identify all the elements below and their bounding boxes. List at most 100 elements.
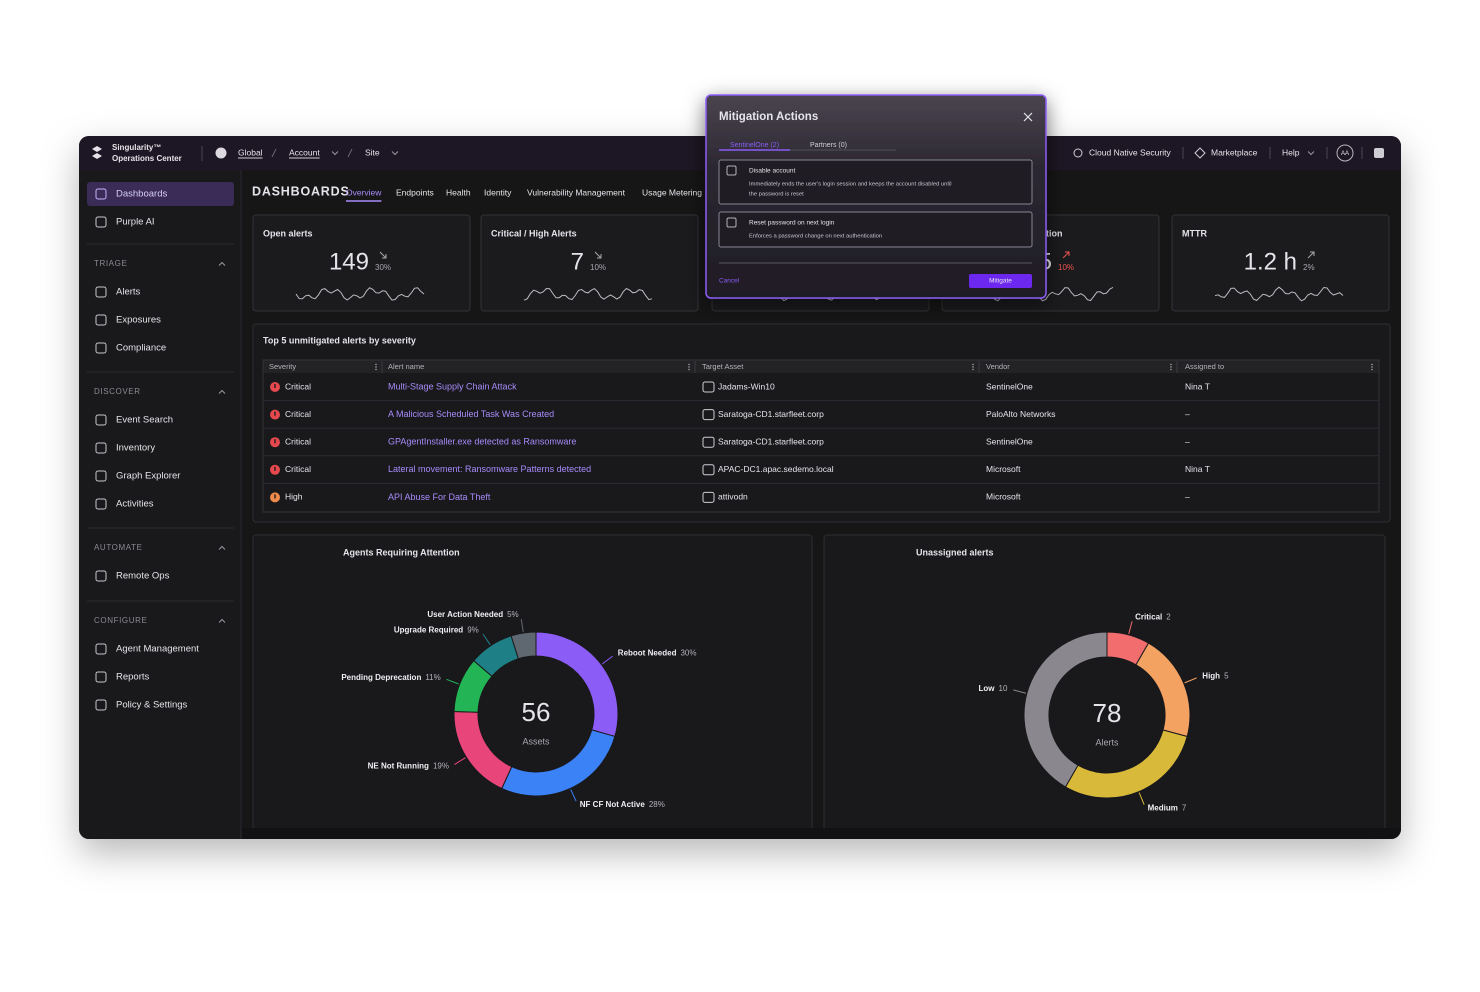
nav-item[interactable]: Reports	[116, 672, 150, 683]
severity-icon-glyph	[274, 466, 276, 471]
column-menu-dot	[972, 363, 974, 366]
segment-label: Medium 7	[1148, 803, 1187, 812]
avatar[interactable]	[1336, 144, 1354, 162]
table-header-bg	[263, 360, 1379, 373]
column-header: Severity	[269, 362, 296, 371]
donut-caption: Assets	[522, 736, 550, 746]
nav-item[interactable]: Event Search	[116, 415, 173, 426]
nav-item[interactable]: Agent Management	[116, 644, 199, 655]
segment-value: 10	[999, 684, 1008, 693]
tab[interactable]: Endpoints	[396, 187, 434, 197]
header-link[interactable]: Marketplace	[1211, 147, 1258, 157]
segment-label: NF CF Not Active 28%	[580, 800, 665, 809]
icon	[95, 570, 107, 582]
leader-line	[570, 789, 577, 802]
nav-item[interactable]: Purple AI	[116, 217, 155, 228]
nav-item[interactable]: Alerts	[116, 287, 141, 298]
kpi-title: MTTR	[1182, 228, 1207, 238]
tab[interactable]: Health	[446, 187, 471, 197]
option-description: Immediately ends the user's login sessio…	[749, 182, 952, 188]
severity: Critical	[285, 409, 311, 419]
chart-title: Unassigned alerts	[916, 547, 994, 557]
nav-item[interactable]: Remote Ops	[116, 571, 170, 582]
mitigate-label[interactable]: Mitigate	[989, 278, 1012, 285]
segment-label: Reboot Needed 30%	[618, 649, 697, 658]
vendor: Microsoft	[986, 464, 1021, 474]
icon	[95, 470, 107, 482]
target-asset: Saratoga-CD1.starfleet.corp	[718, 409, 824, 419]
column-menu-dot	[972, 368, 974, 371]
tab[interactable]: Usage Metering	[642, 187, 702, 197]
header-link[interactable]: Cloud Native Security	[1089, 147, 1171, 157]
alert-link[interactable]: Multi-Stage Supply Chain Attack	[388, 381, 517, 391]
checkbox[interactable]	[726, 217, 737, 228]
breadcrumb[interactable]: Global	[238, 147, 263, 157]
nav-item[interactable]: Activities	[116, 499, 154, 510]
severity: Critical	[285, 381, 311, 391]
chevron-icon	[391, 151, 399, 156]
segment-label: High 5	[1202, 671, 1229, 680]
page-title: DASHBOARDS	[252, 184, 350, 198]
account-icon[interactable]	[1374, 148, 1384, 158]
header-link[interactable]: Help	[1282, 147, 1300, 157]
column-menu-dot	[688, 363, 690, 366]
segment-name: Upgrade Required	[394, 626, 463, 635]
column-header: Vendor	[986, 362, 1010, 371]
segment-name: Critical	[1135, 613, 1162, 622]
alert-link[interactable]: GPAgentInstaller.exe detected as Ransomw…	[388, 437, 576, 447]
nav-item[interactable]: Compliance	[116, 343, 166, 354]
icon	[95, 314, 107, 326]
avatar-initials: AA	[1341, 151, 1349, 157]
segment-label: Upgrade Required 9%	[394, 626, 479, 635]
breadcrumb[interactable]: Account	[289, 147, 320, 157]
tab[interactable]: Identity	[484, 187, 512, 197]
alert-link[interactable]: API Abuse For Data Theft	[388, 492, 491, 502]
cloud-icon	[1073, 148, 1083, 158]
trend-arrow	[379, 251, 387, 259]
sidebar	[79, 170, 241, 839]
kpi-title: Open alerts	[263, 228, 313, 238]
column-menu-dot	[1170, 363, 1172, 366]
tab[interactable]: Overview	[346, 187, 382, 197]
column-header: Alert name	[388, 362, 424, 371]
logo-icon	[92, 146, 102, 159]
segment-name: Medium	[1148, 803, 1178, 812]
severity-icon-glyph	[274, 384, 276, 388]
chevron-icon	[218, 389, 226, 394]
window-bottom	[242, 828, 1401, 839]
brand-name: Singularity™	[112, 143, 161, 152]
nav-item[interactable]: Graph Explorer	[116, 471, 180, 482]
asset-icon	[702, 409, 715, 421]
icon	[95, 498, 107, 510]
column-menu-dot	[1170, 366, 1172, 368]
leader-line	[1138, 792, 1145, 805]
column-menu-dot	[1371, 368, 1373, 371]
nav-item[interactable]: Policy & Settings	[116, 700, 188, 711]
alert-link[interactable]: Lateral movement: Ransomware Patterns de…	[388, 464, 591, 474]
alert-link[interactable]: A Malicious Scheduled Task Was Created	[388, 409, 554, 419]
icon	[95, 643, 107, 655]
nav-item[interactable]: Inventory	[116, 443, 155, 454]
column-menu-dot	[688, 366, 690, 368]
asset-icon	[702, 464, 715, 476]
assignee: Nina T	[1185, 464, 1210, 474]
cancel-button[interactable]: Cancel	[719, 278, 740, 285]
severity-icon-glyph	[274, 411, 276, 416]
assignee: Nina T	[1185, 381, 1210, 391]
nav-item[interactable]: Exposures	[116, 315, 161, 326]
chevron-icon	[331, 151, 339, 156]
checkbox[interactable]	[726, 165, 737, 176]
breadcrumb[interactable]: Site	[365, 147, 380, 157]
modal-tab[interactable]: Partners (0)	[810, 142, 847, 149]
nav-item[interactable]: Dashboards	[116, 189, 167, 200]
panel-title: Top 5 unmitigated alerts by severity	[263, 335, 416, 345]
mitigate-button[interactable]	[969, 274, 1032, 288]
tab[interactable]: Vulnerability Management	[527, 187, 626, 197]
modal-tab[interactable]: SentinelOne (2)	[730, 142, 779, 149]
nav-active-bg	[87, 182, 234, 206]
option-title: Disable account	[749, 168, 795, 175]
segment-value: 9%	[467, 626, 479, 635]
assignee: –	[1185, 492, 1190, 502]
column-menu-dot	[1170, 368, 1172, 371]
